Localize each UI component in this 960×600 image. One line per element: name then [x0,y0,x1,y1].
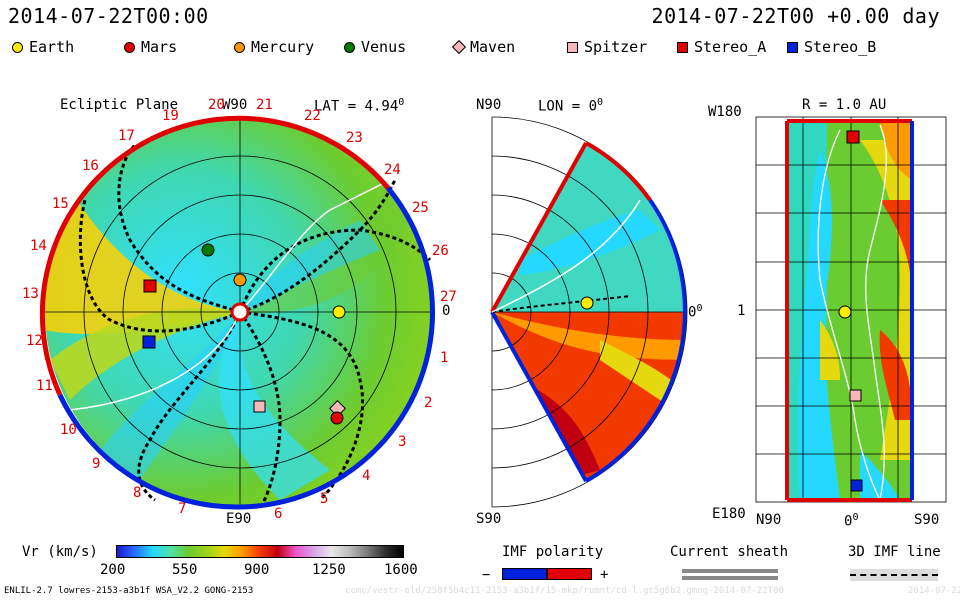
radial-bottom-n: N90 [756,512,782,528]
earth-marker [332,305,346,319]
model-info: ENLIL-2.7 lowres-2153-a3b1f WSA_V2.2 GON… [4,586,254,596]
radial-mid-left: 1 [737,303,746,319]
ecliptic-lat-label: LAT = 4.940 [314,97,405,115]
meridional-arc [585,198,687,483]
legend-earth: Earth [12,38,74,56]
stereo-a-marker [143,279,157,293]
legend-stereo-a: Stereo_A [677,38,766,56]
meridional-right-label: 00 [688,303,703,321]
spitzer-marker [253,400,266,413]
mercury-marker [233,273,247,287]
radial-bottom-s: S90 [914,512,940,528]
meridional-lon-label: LON = 00 [538,97,604,115]
current-sheath-line [682,569,778,573]
colorbar-tick: 550 [172,562,198,578]
legend-mercury: Mercury [234,38,314,56]
imf-line-label: 3D IMF line [848,544,941,560]
colorbar [116,545,404,558]
imf-positive-swatch [547,568,592,580]
legend-venus: Venus [344,38,406,56]
timestamp-right: 2014-07-22T00 +0.00 day [651,4,940,28]
current-sheath-label: Current sheath [670,544,789,560]
venus-icon [344,41,355,53]
sun-marker [230,302,250,322]
mercury-icon [234,41,245,53]
legend: Earth Mars Mercury Venus Maven Spitzer S… [12,38,912,60]
colorbar-tick: 1600 [384,562,418,578]
meridional-top-label: N90 [476,97,502,113]
legend-maven: Maven [451,38,515,56]
ecliptic-bottom-label: E90 [226,511,252,527]
meridional-north-edge [490,142,588,313]
radial-title: R = 1.0 AU [802,97,887,113]
imf-minus: − [482,567,491,583]
stereo-b-arc [239,186,435,510]
stereo-a-arc-left [39,147,134,397]
stereo-a-arc [130,115,390,190]
carrington-labels: 19 20 21 22 23 24 25 26 27 1 2 3 4 5 6 7… [22,97,457,522]
meridional-south-edge [490,311,588,482]
current-sheet [69,179,391,411]
stereo-b-marker [142,335,156,349]
radial-spitzer-marker [849,389,862,402]
meridional-bottom-label: S90 [476,511,502,527]
radial-bottom-0: 00 [844,512,859,530]
radial-bottom-left: E180 [712,506,746,522]
colorbar-tick: 1250 [312,562,346,578]
imf-polarity-label: IMF polarity [502,544,604,560]
current-sheath-line-2 [682,576,778,580]
imf-plus: + [600,567,609,583]
ecliptic-top-label: W90 [222,97,248,113]
meridional-earth-marker [580,296,594,310]
legend-spitzer: Spitzer [567,38,647,56]
mars-marker [330,411,344,425]
legend-stereo-b: Stereo_B [787,38,876,56]
colorbar-tick: 200 [100,562,126,578]
stereo-b-arc-bottom [57,393,241,510]
legend-mars: Mars [124,38,177,56]
colorbar-label: Vr (km/s) [22,544,98,560]
faint-date: 2014-07-22 [908,586,960,596]
spitzer-icon [567,41,578,53]
stereo-b-icon [787,41,798,53]
stereo-a-icon [677,41,688,53]
colorbar-tick: 900 [244,562,270,578]
radial-stereo-a-marker [846,130,860,144]
timestamp-left: 2014-07-22T00:00 [8,4,209,28]
radial-earth-marker [838,305,852,319]
earth-icon [12,41,23,53]
ecliptic-right-label: 0 [442,303,451,319]
meridional-grid [491,116,688,508]
ecliptic-title: Ecliptic Plane [60,97,179,113]
imf-negative-swatch [502,568,547,580]
radial-top-left: W180 [708,104,742,120]
faint-path: ccmc/vestr-old/258f5b4c11-2153-a3b1f/15-… [345,586,784,596]
radial-stereo-b-marker [850,479,863,492]
mars-icon [124,41,135,53]
venus-marker [201,243,215,257]
imf-line-sample [850,574,938,576]
maven-marker [329,400,346,417]
